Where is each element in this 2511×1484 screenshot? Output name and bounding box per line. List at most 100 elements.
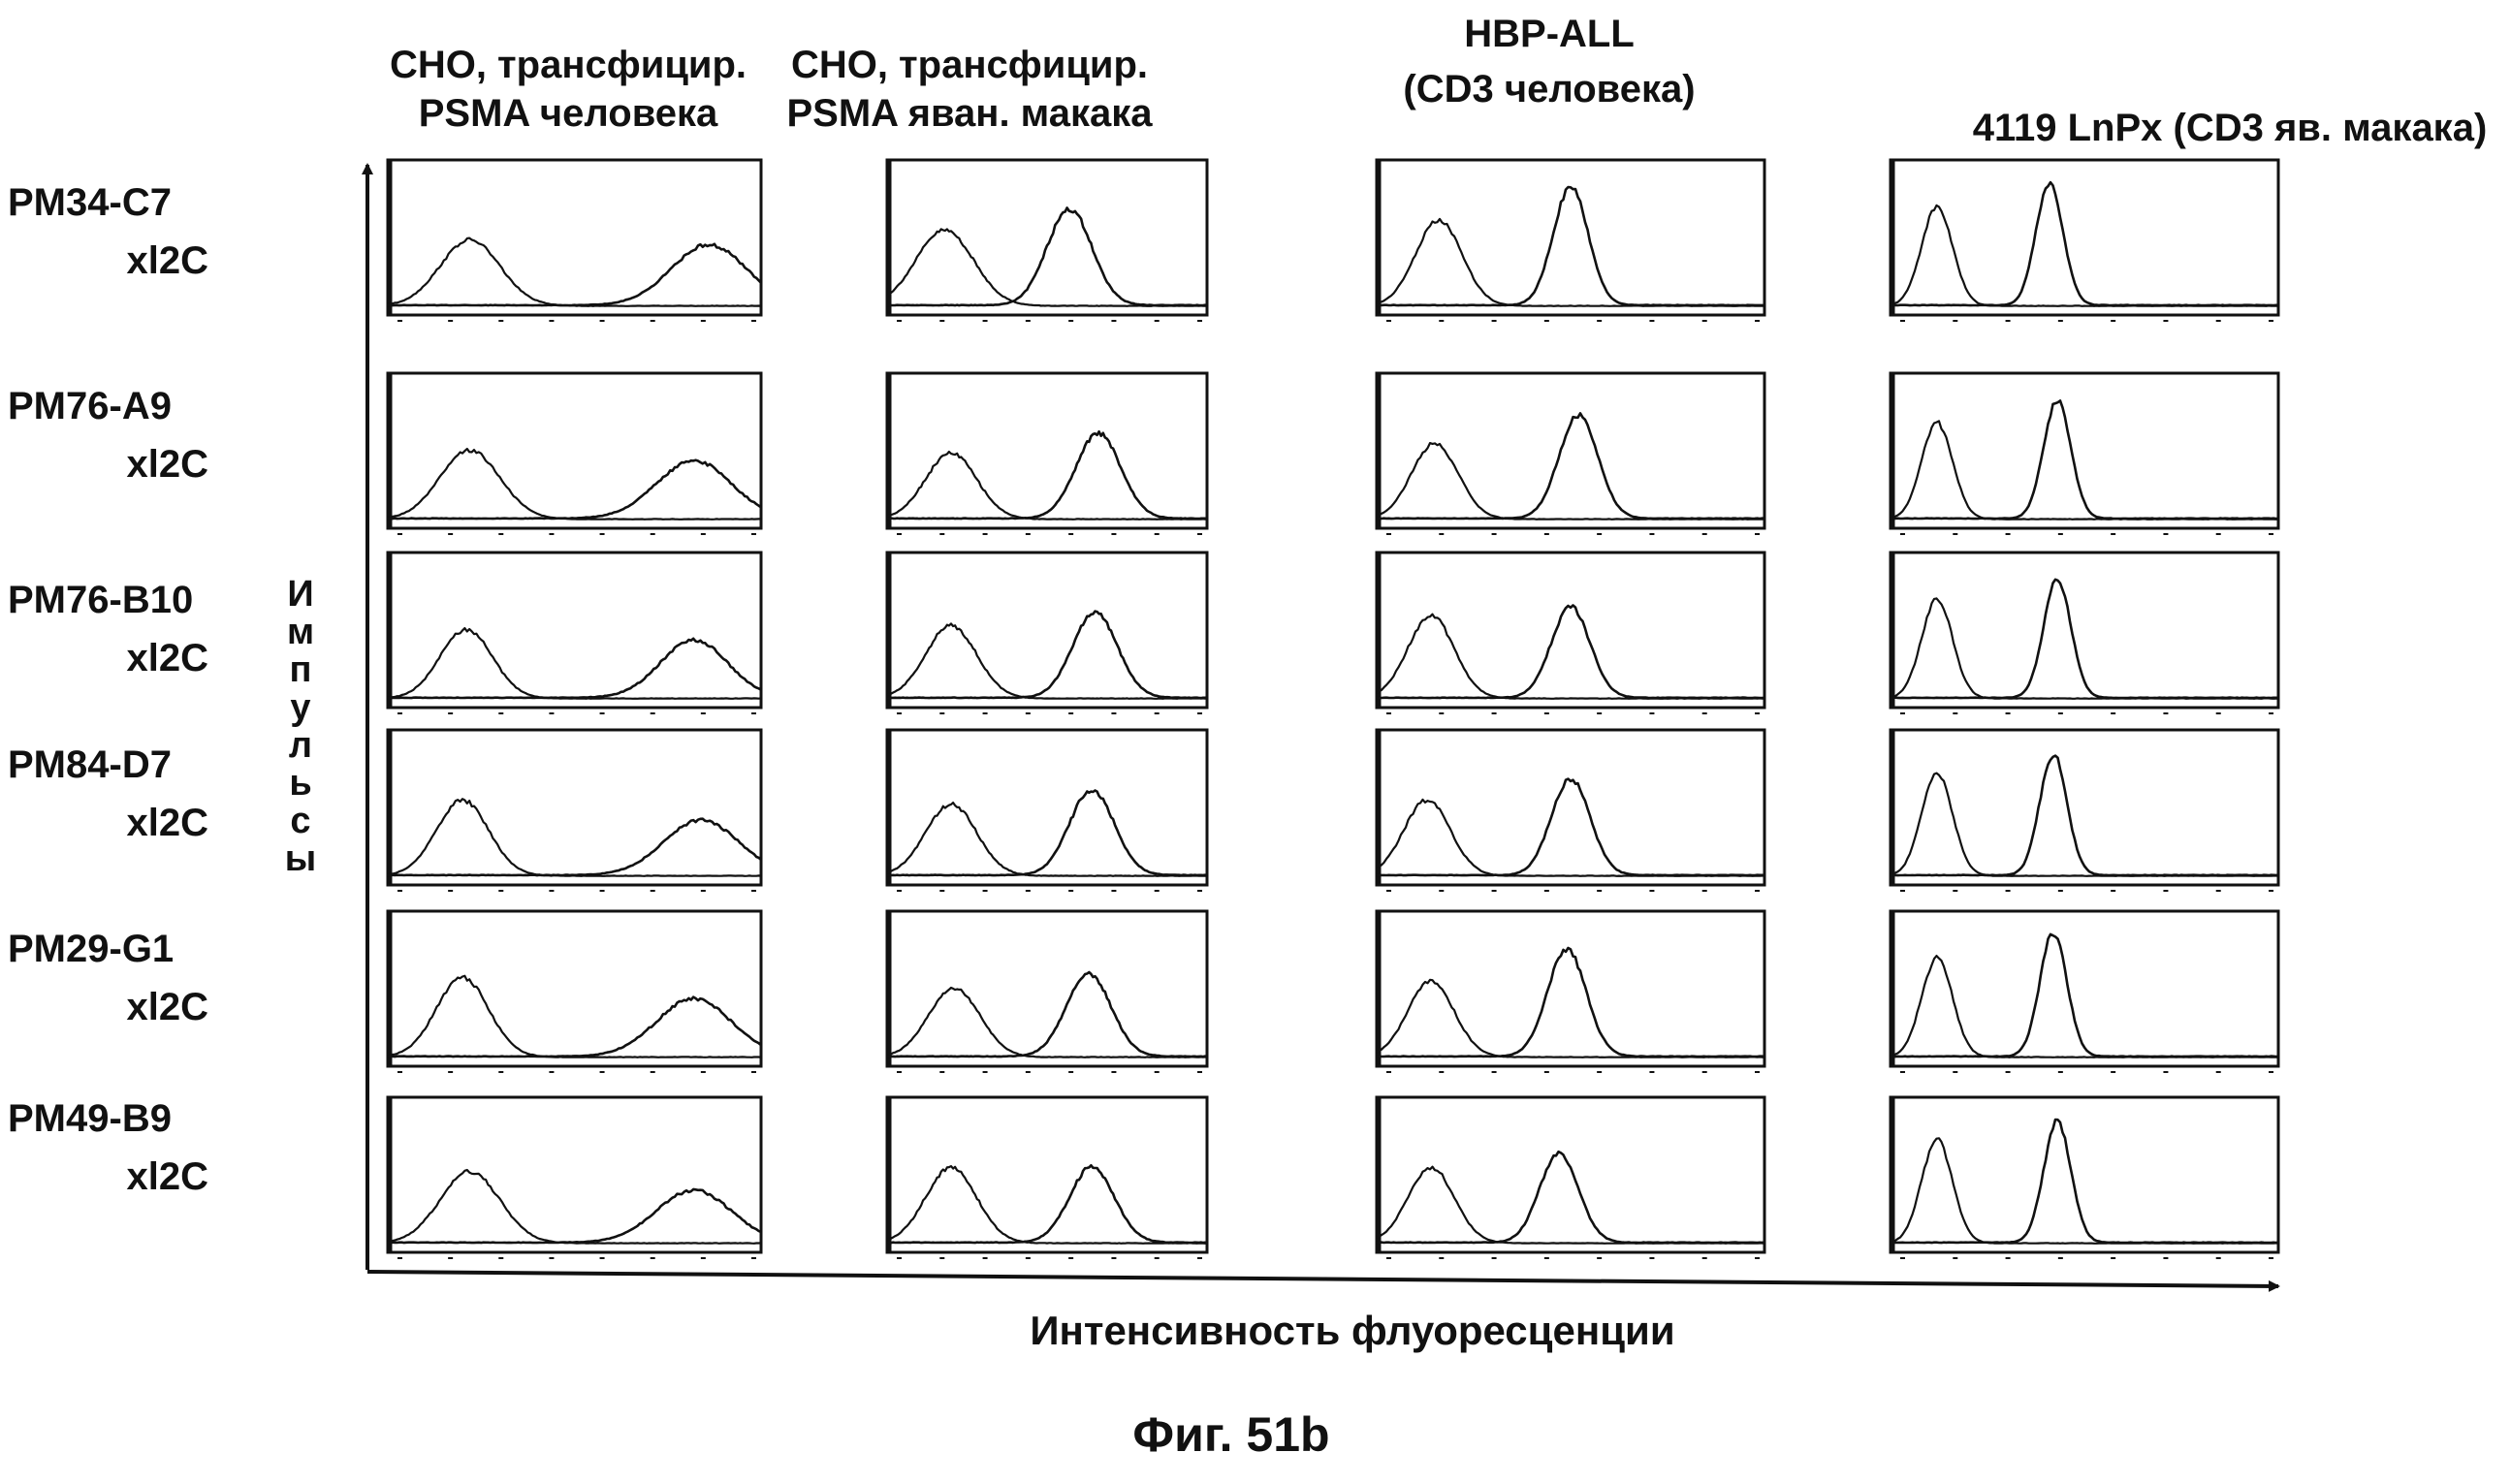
negative-control-histogram bbox=[886, 1165, 1208, 1245]
histogram-panel bbox=[1889, 551, 2280, 714]
stained-sample-histogram bbox=[1890, 180, 2278, 307]
panel-frame bbox=[1889, 728, 2280, 887]
stained-sample-histogram bbox=[887, 970, 1208, 1058]
negative-control-histogram bbox=[1376, 1165, 1765, 1245]
row-label-suffix: xl2C bbox=[127, 443, 209, 486]
stained-sample-histogram bbox=[1891, 399, 2279, 521]
histogram-panel bbox=[1889, 158, 2280, 322]
panel-frame bbox=[1889, 551, 2280, 710]
panel-frame bbox=[885, 158, 1209, 317]
stained-sample-histogram bbox=[1890, 932, 2279, 1058]
negative-control-histogram bbox=[387, 798, 762, 877]
row-label: PM76-B10 bbox=[8, 579, 193, 621]
row-label: PM49-B9 bbox=[8, 1097, 172, 1140]
panel-frame bbox=[885, 728, 1209, 887]
panel-frame bbox=[1375, 728, 1766, 887]
panel-frame bbox=[1375, 158, 1766, 317]
y-axis-label-letter: с bbox=[290, 801, 310, 841]
column-title: CHO, трансфицир. bbox=[390, 44, 747, 86]
panel-frame bbox=[386, 1095, 763, 1254]
panel-frame bbox=[1889, 158, 2280, 317]
negative-control-histogram bbox=[1890, 204, 2279, 307]
row-label-suffix: xl2C bbox=[127, 1155, 209, 1198]
panel-frame bbox=[885, 371, 1209, 530]
panel-frame bbox=[1375, 551, 1766, 710]
negative-control-histogram bbox=[1890, 955, 2279, 1058]
histogram-panel bbox=[386, 1095, 763, 1259]
stained-sample-histogram bbox=[1891, 578, 2279, 700]
negative-control-histogram bbox=[886, 986, 1208, 1058]
stained-sample-histogram bbox=[387, 995, 762, 1058]
histogram-panel bbox=[1375, 158, 1766, 322]
y-axis-label-letter: п bbox=[290, 649, 312, 690]
histogram-panel bbox=[1889, 909, 2280, 1073]
y-axis-label-letter: м bbox=[287, 612, 314, 652]
stained-sample-histogram bbox=[387, 637, 762, 700]
panel-frame bbox=[386, 551, 763, 710]
histogram-panel bbox=[386, 728, 763, 892]
negative-control-histogram bbox=[886, 228, 1208, 307]
negative-control-histogram bbox=[1376, 978, 1765, 1058]
stained-sample-histogram bbox=[887, 206, 1208, 307]
y-axis-label-letter: ы bbox=[285, 838, 316, 879]
column-title: (CD3 человека) bbox=[1403, 68, 1695, 111]
stained-sample-histogram bbox=[887, 430, 1208, 521]
negative-control-histogram bbox=[387, 447, 761, 521]
row-label-suffix: xl2C bbox=[127, 986, 209, 1028]
negative-control-histogram bbox=[1890, 772, 2279, 877]
stained-sample-histogram bbox=[886, 610, 1208, 700]
histogram-panel bbox=[1375, 371, 1766, 535]
panel-frame bbox=[1889, 909, 2280, 1068]
row-label-suffix: xl2C bbox=[127, 239, 209, 282]
histogram-panel bbox=[386, 371, 763, 535]
stained-sample-histogram bbox=[887, 789, 1208, 877]
row-label: PM76-A9 bbox=[8, 385, 172, 427]
panel-frame bbox=[1375, 909, 1766, 1068]
histogram-panel bbox=[1375, 551, 1766, 714]
histogram-panel bbox=[885, 1095, 1209, 1259]
histogram-panel bbox=[1889, 1095, 2280, 1259]
histogram-panel bbox=[885, 551, 1209, 714]
y-axis-label-letter: у bbox=[290, 687, 310, 728]
stained-sample-histogram bbox=[387, 817, 762, 877]
stained-sample-histogram bbox=[1376, 946, 1765, 1058]
x-axis-arrow bbox=[366, 1270, 2280, 1292]
y-axis-label-letter: И bbox=[287, 574, 313, 615]
column-title: HBP-ALL bbox=[1464, 13, 1635, 55]
histogram-panel bbox=[885, 371, 1209, 535]
histogram-panel bbox=[1889, 728, 2280, 892]
stained-sample-histogram bbox=[1376, 777, 1765, 877]
row-label: PM84-D7 bbox=[8, 743, 172, 786]
panel-frame bbox=[885, 1095, 1209, 1254]
histogram-panel bbox=[885, 728, 1209, 892]
negative-control-histogram bbox=[1376, 798, 1764, 877]
panel-frame bbox=[386, 909, 763, 1068]
negative-control-histogram bbox=[387, 237, 762, 307]
panel-frame bbox=[386, 158, 763, 317]
negative-control-histogram bbox=[886, 450, 1207, 521]
panel-frame bbox=[885, 909, 1209, 1068]
column-title: 4119 LnPx (CD3 яв. макака) bbox=[1973, 107, 2488, 149]
panel-frame bbox=[386, 728, 763, 887]
negative-control-histogram bbox=[886, 802, 1208, 877]
panel-frame bbox=[386, 371, 763, 530]
row-label: PM29-G1 bbox=[8, 928, 174, 970]
column-title: CHO, трансфицир. bbox=[791, 44, 1148, 86]
y-axis-label-letter: л bbox=[289, 725, 312, 766]
column-title: PSMA человека bbox=[419, 92, 718, 135]
row-label-suffix: xl2C bbox=[127, 802, 209, 844]
stained-sample-histogram bbox=[886, 1164, 1208, 1245]
histogram-panel bbox=[885, 158, 1209, 322]
stained-sample-histogram bbox=[1376, 185, 1765, 307]
histogram-panel bbox=[1375, 909, 1766, 1073]
stained-sample-histogram bbox=[1376, 412, 1764, 521]
histogram-panel bbox=[386, 158, 763, 322]
negative-control-histogram bbox=[1376, 613, 1765, 700]
histogram-panel bbox=[386, 909, 763, 1073]
panel-frame bbox=[1375, 371, 1766, 530]
figure-caption: Фиг. 51b bbox=[1132, 1407, 1329, 1462]
negative-control-histogram bbox=[1376, 442, 1765, 521]
histogram-panel bbox=[386, 551, 763, 714]
column-title: PSMA яван. макака bbox=[786, 92, 1153, 135]
